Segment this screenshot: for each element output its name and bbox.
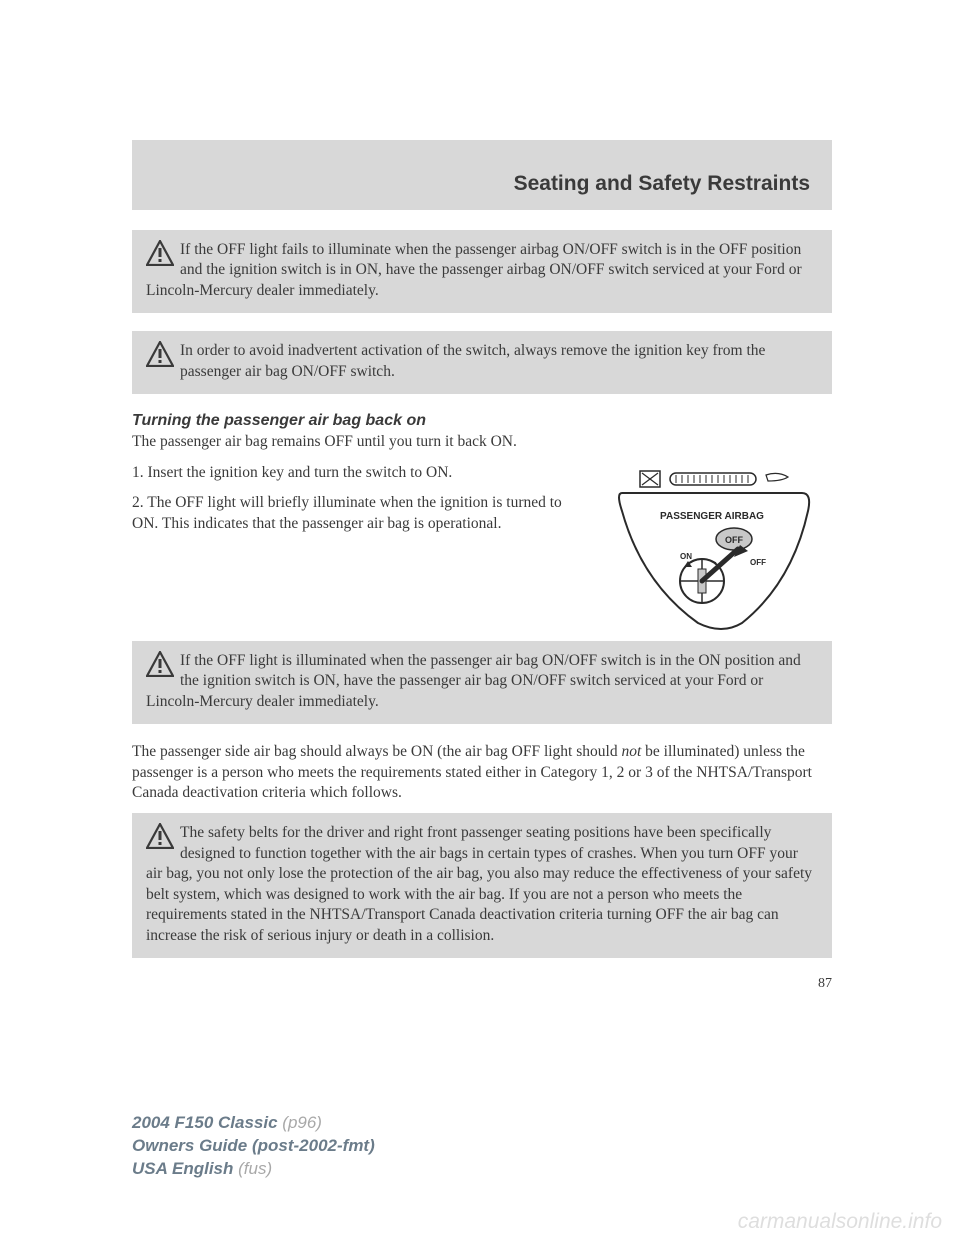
step-2: 2. The OFF light will briefly illuminate… (132, 493, 588, 534)
footer-code1: (p96) (282, 1113, 322, 1132)
steps-with-diagram: 1. Insert the ignition key and turn the … (132, 463, 832, 633)
step-1: 1. Insert the ignition key and turn the … (132, 463, 588, 483)
diagram-on-label: ON (680, 552, 692, 561)
footer-guide: Owners Guide (post-2002-fmt) (132, 1136, 375, 1155)
page-number: 87 (132, 976, 832, 992)
subheading: Turning the passenger air bag back on (132, 412, 832, 430)
warning-icon (146, 823, 174, 849)
warning-icon (146, 341, 174, 367)
steps-column: 1. Insert the ignition key and turn the … (132, 463, 588, 534)
footer: 2004 F150 Classic (p96) Owners Guide (po… (132, 1112, 375, 1181)
warning-text-2: In order to avoid inadvertent activation… (180, 342, 765, 379)
intro-text: The passenger air bag remains OFF until … (132, 432, 832, 452)
diagram-off-label: OFF (750, 558, 766, 567)
watermark: carmanualsonline.info (738, 1210, 942, 1234)
page-content: Seating and Safety Restraints If the OFF… (132, 140, 832, 992)
diagram-off-pill: OFF (725, 535, 743, 545)
section-title: Seating and Safety Restraints (514, 172, 810, 196)
footer-model: 2004 F150 Classic (132, 1113, 282, 1132)
para-pre: The passenger side air bag should always… (132, 743, 621, 760)
footer-code2: (fus) (238, 1159, 272, 1178)
warning-text-1: If the OFF light fails to illuminate whe… (146, 241, 802, 299)
warning-box-1: If the OFF light fails to illuminate whe… (132, 230, 832, 313)
warning-box-3: If the OFF light is illuminated when the… (132, 641, 832, 724)
warning-text-3: If the OFF light is illuminated when the… (146, 652, 801, 710)
paragraph-after: The passenger side air bag should always… (132, 742, 832, 803)
warning-text-4: The safety belts for the driver and righ… (146, 824, 812, 943)
warning-icon (146, 240, 174, 266)
warning-box-4: The safety belts for the driver and righ… (132, 813, 832, 958)
diagram-label-main: PASSENGER AIRBAG (660, 511, 764, 522)
section-header: Seating and Safety Restraints (132, 140, 832, 210)
warning-icon (146, 651, 174, 677)
warning-box-2: In order to avoid inadvertent activation… (132, 331, 832, 394)
airbag-switch-diagram: PASSENGER AIRBAG OFF ON OFF (602, 463, 832, 633)
para-not: not (621, 743, 641, 760)
footer-lang: USA English (132, 1159, 238, 1178)
